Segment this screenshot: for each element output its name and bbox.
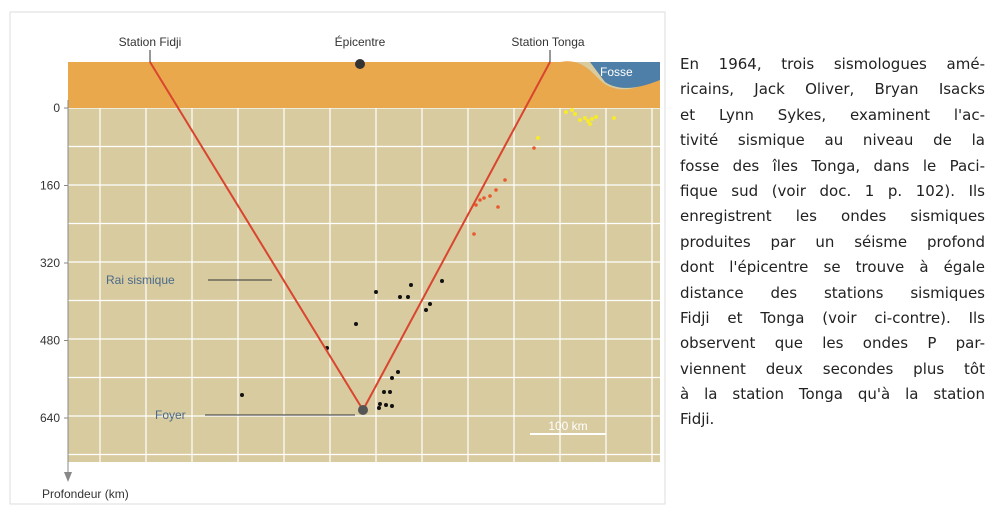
dot [240, 393, 244, 397]
dot [388, 390, 392, 394]
dot [570, 108, 574, 112]
paragraph: En 1964, trois sismologues amé-ricains, … [680, 52, 985, 433]
scale-label: 100 km [548, 419, 587, 433]
dot [612, 116, 616, 120]
dot [374, 290, 378, 294]
text-line: dont l'épicentre se trouve à égale [680, 255, 985, 280]
dot [488, 194, 492, 198]
text-line: ricains, Jack Oliver, Bryan Isacks [680, 77, 985, 102]
dot [590, 117, 594, 121]
dot [396, 370, 400, 374]
ray-label: Rai sismique [106, 273, 175, 287]
dot [398, 295, 402, 299]
dot [382, 390, 386, 394]
text-line: observent que les ondes P par- [680, 331, 985, 356]
page: Fosse Station Fidji Épicentre Station To… [0, 0, 992, 508]
text-line: En 1964, trois sismologues amé- [680, 52, 985, 77]
epicenter-label: Épicentre [335, 34, 386, 49]
figure: Fosse Station Fidji Épicentre Station To… [0, 0, 670, 508]
text-line: distance des stations sismiques [680, 281, 985, 306]
dot [354, 322, 358, 326]
tick-label: 0 [53, 101, 60, 115]
dot [496, 205, 500, 209]
text-line: et Lynn Sykes, examinent l'ac- [680, 103, 985, 128]
text-line: tivité sismique au niveau de la [680, 128, 985, 153]
dot [409, 283, 413, 287]
dot [503, 178, 507, 182]
tick-label: 640 [40, 411, 60, 425]
dot [384, 403, 388, 407]
dot [588, 122, 592, 126]
focus-label: Foyer [155, 408, 186, 422]
dot [472, 232, 476, 236]
text-line: fique sud (voir doc. 1 p. 102). Ils [680, 179, 985, 204]
station-label: Station Fidji [119, 35, 182, 49]
dot [390, 376, 394, 380]
epicenter-dot [355, 59, 365, 69]
dot [378, 402, 382, 406]
crust [68, 61, 660, 108]
dot [594, 115, 598, 119]
trench-label: Fosse [600, 65, 633, 79]
text-line: viennent deux secondes plus tôt [680, 357, 985, 382]
dot [583, 116, 587, 120]
dot [573, 112, 577, 116]
station-label: Station Tonga [511, 35, 584, 49]
dot [377, 406, 381, 410]
dot [424, 308, 428, 312]
dot [578, 118, 582, 122]
focus-dot [358, 405, 368, 415]
dot [482, 196, 486, 200]
text-line: enregistrent les ondes sismiques [680, 204, 985, 229]
tick-label: 160 [40, 179, 60, 193]
axis-title: Profondeur (km) [42, 487, 129, 501]
dot [390, 404, 394, 408]
dot [536, 136, 540, 140]
text-line: Fidji et Tonga (voir ci-contre). Ils [680, 306, 985, 331]
dot [564, 110, 568, 114]
dot [532, 146, 536, 150]
dot [406, 295, 410, 299]
text-line: à la station Tonga qu'à la station [680, 382, 985, 407]
tick-label: 320 [40, 256, 60, 270]
text-line: Fidji. [680, 407, 985, 432]
dot [494, 188, 498, 192]
dot [478, 198, 482, 202]
text-line: produites par un séisme profond [680, 230, 985, 255]
tick-label: 480 [40, 334, 60, 348]
dot [440, 279, 444, 283]
text-line: fosse des îles Tonga, dans le Paci- [680, 154, 985, 179]
dot [428, 302, 432, 306]
